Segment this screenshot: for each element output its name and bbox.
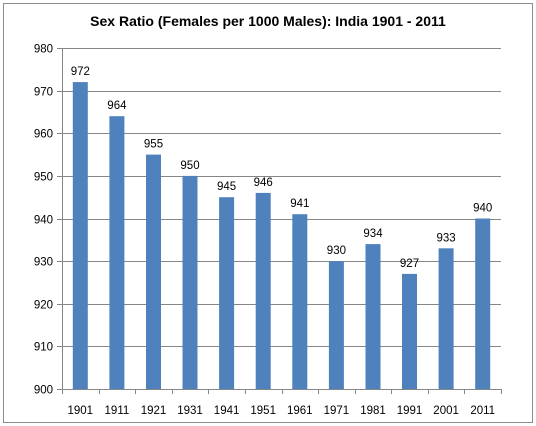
- y-tick-label: 930: [34, 257, 53, 269]
- x-tick-label: 1911: [105, 405, 130, 417]
- data-label: 972: [71, 66, 90, 78]
- bar: [328, 261, 344, 389]
- y-tick-label: 960: [34, 129, 53, 141]
- data-label: 945: [217, 181, 236, 193]
- bar: [182, 175, 198, 389]
- data-label: 946: [254, 177, 273, 189]
- y-tick-label: 940: [34, 215, 53, 227]
- bar: [146, 154, 161, 389]
- bar: [475, 218, 491, 389]
- bar: [255, 192, 271, 389]
- chart-title: Sex Ratio (Females per 1000 Males): Indi…: [90, 13, 446, 29]
- y-tick-label: 950: [34, 172, 53, 184]
- y-tick-label: 900: [34, 385, 53, 397]
- data-label: 941: [290, 198, 309, 210]
- x-tick-label: 1931: [177, 405, 203, 417]
- bars: [72, 82, 491, 389]
- bar: [292, 214, 308, 389]
- bar: [109, 116, 125, 389]
- data-label: 940: [473, 203, 492, 215]
- data-label: 964: [107, 100, 127, 112]
- data-label: 934: [363, 228, 383, 240]
- y-tick-label: 970: [34, 87, 53, 99]
- x-tick-label: 1981: [360, 405, 386, 417]
- x-tick-label: 1921: [141, 405, 167, 417]
- y-axis: 900 910 920 930 940 950 960 970 980: [34, 44, 63, 397]
- x-tick-label: 2011: [470, 405, 495, 417]
- bar: [365, 244, 381, 389]
- data-labels: 972 964 955 950 945 946 941 930 934 927 933 940: [71, 66, 493, 270]
- x-tick-label: 1971: [324, 405, 350, 417]
- y-tick-label: 910: [34, 342, 53, 354]
- bar: [402, 273, 417, 389]
- x-tick-label: 2001: [433, 405, 459, 417]
- gridlines: [62, 48, 501, 347]
- data-label: 955: [144, 139, 163, 151]
- bar: [219, 197, 235, 389]
- data-label: 930: [327, 245, 346, 257]
- y-tick-label: 920: [34, 300, 53, 312]
- x-tick-label: 1951: [250, 405, 276, 417]
- data-label: 950: [180, 160, 199, 172]
- y-tick-label: 980: [34, 44, 53, 56]
- x-tick-label: 1961: [287, 405, 313, 417]
- bar: [72, 82, 88, 389]
- x-tick-label: 1901: [68, 405, 94, 417]
- data-label: 933: [437, 232, 456, 244]
- x-axis: 1901 1911 1921 1931 1941 1951 1961 1971 1981 1991…: [62, 389, 502, 417]
- data-label: 927: [400, 258, 419, 270]
- x-tick-label: 1991: [397, 405, 423, 417]
- x-tick-label: 1941: [214, 405, 240, 417]
- bar: [438, 248, 454, 389]
